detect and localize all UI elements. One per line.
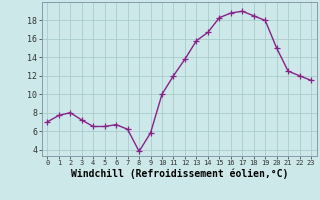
X-axis label: Windchill (Refroidissement éolien,°C): Windchill (Refroidissement éolien,°C) — [70, 169, 288, 179]
